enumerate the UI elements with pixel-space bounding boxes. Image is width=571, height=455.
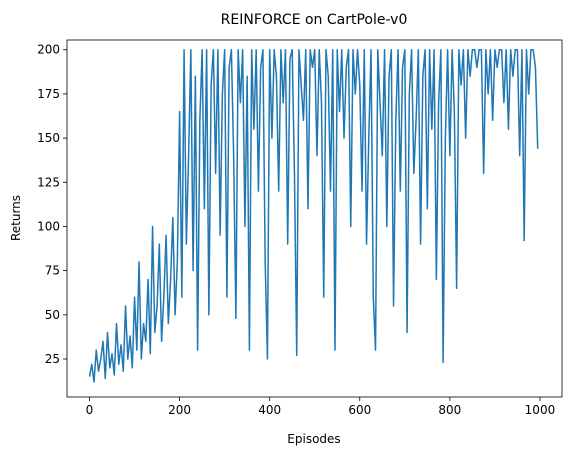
x-tick-label: 600: [348, 403, 371, 417]
x-axis-label: Episodes: [287, 432, 340, 446]
x-tick-label: 400: [258, 403, 281, 417]
y-tick-label: 175: [37, 87, 60, 101]
y-axis-label: Returns: [9, 195, 23, 241]
y-tick-label: 25: [45, 352, 60, 366]
x-tick-label: 1000: [525, 403, 556, 417]
y-tick-label: 150: [37, 131, 60, 145]
line: [88, 48, 539, 383]
x-tick-label: 800: [438, 403, 461, 417]
plot-frame: [66, 39, 563, 398]
y-tick-label: 200: [37, 43, 60, 57]
x-tick-label: 0: [86, 403, 94, 417]
x-tick-label: 200: [168, 403, 191, 417]
y-tick-label: 100: [37, 219, 60, 233]
y-tick-label: 50: [45, 308, 60, 322]
y-tick-label: 75: [45, 264, 60, 278]
chart-title: REINFORCE on CartPole-v0: [221, 12, 408, 28]
y-tick-label: 125: [37, 175, 60, 189]
